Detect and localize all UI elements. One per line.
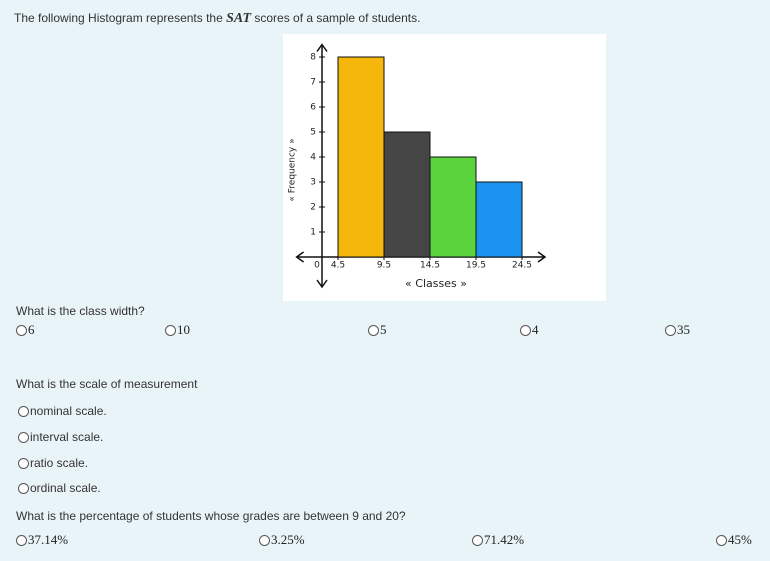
option-label: 10 bbox=[177, 322, 190, 337]
x-tick-label: 24.5 bbox=[512, 261, 532, 271]
option[interactable]: interval scale. bbox=[18, 430, 103, 444]
x-tick-label: 14.5 bbox=[420, 261, 440, 271]
y-tick-label: 7 bbox=[310, 78, 316, 88]
radio-button[interactable] bbox=[18, 457, 29, 469]
option-label: 71.42% bbox=[484, 532, 525, 547]
radio-button[interactable] bbox=[16, 534, 27, 546]
radio-button[interactable] bbox=[472, 534, 483, 546]
y-tick-label: 8 bbox=[310, 53, 316, 63]
x-tick-label: 4.5 bbox=[331, 261, 345, 271]
y-tick-label: 6 bbox=[310, 103, 316, 113]
radio-button[interactable] bbox=[18, 405, 29, 417]
radio-button[interactable] bbox=[665, 324, 676, 336]
bar bbox=[383, 131, 431, 258]
option[interactable]: ratio scale. bbox=[18, 456, 88, 470]
option[interactable]: 6 bbox=[16, 322, 35, 338]
intro-text: The following Histogram represents the bbox=[14, 11, 227, 25]
option-label: 37.14% bbox=[28, 532, 69, 547]
histogram: 0 1 2 3 4 5 6 7 8 4.5 9.5 14.5 19.5 24.5 « Classes » « … bbox=[283, 34, 606, 301]
y-tick-label: 1 bbox=[310, 228, 316, 238]
question-text: What is the percentage of students whose… bbox=[16, 509, 406, 523]
option[interactable]: 45% bbox=[716, 532, 752, 548]
y-tick-label: 4 bbox=[310, 153, 316, 163]
option-label: 5 bbox=[380, 322, 387, 337]
y-tick-label: 2 bbox=[310, 203, 316, 213]
radio-button[interactable] bbox=[368, 324, 379, 336]
intro: The following Histogram represents the S… bbox=[14, 11, 420, 27]
option-label: nominal scale. bbox=[30, 404, 107, 418]
radio-button[interactable] bbox=[165, 324, 176, 336]
radio-button[interactable] bbox=[259, 534, 270, 546]
bar bbox=[429, 156, 477, 258]
x-tick-label: 9.5 bbox=[377, 261, 391, 271]
radio-button[interactable] bbox=[716, 534, 727, 546]
option-label: 35 bbox=[677, 322, 690, 337]
option-label: interval scale. bbox=[30, 430, 104, 444]
question-text: What is the class width? bbox=[16, 304, 145, 318]
x-arrow bbox=[295, 251, 547, 263]
option-label: 6 bbox=[28, 322, 35, 337]
option[interactable]: 37.14% bbox=[16, 532, 68, 548]
option[interactable]: 35 bbox=[665, 322, 690, 338]
y-tick-label: 5 bbox=[310, 128, 316, 138]
radio-button[interactable] bbox=[520, 324, 531, 336]
option-label: ordinal scale. bbox=[30, 481, 101, 495]
option-label: 45% bbox=[728, 532, 752, 547]
option[interactable]: 3.25% bbox=[259, 532, 305, 548]
bar bbox=[475, 181, 523, 258]
radio-button[interactable] bbox=[16, 324, 27, 336]
radio-button[interactable] bbox=[18, 431, 29, 443]
option[interactable]: nominal scale. bbox=[18, 404, 107, 418]
option[interactable]: ordinal scale. bbox=[18, 481, 101, 495]
intro-math: SAT bbox=[226, 11, 252, 26]
x-tick-label: 19.5 bbox=[466, 261, 486, 271]
y-tick-label: 3 bbox=[310, 178, 316, 188]
bar bbox=[337, 56, 385, 258]
option[interactable]: 71.42% bbox=[472, 532, 524, 548]
intro-text: scores of a sample of students. bbox=[251, 11, 421, 25]
option[interactable]: 4 bbox=[520, 322, 539, 338]
option-label: 4 bbox=[532, 322, 539, 337]
question-text: What is the scale of measurement bbox=[16, 377, 198, 391]
y-tick-label: 0 bbox=[314, 261, 320, 271]
option[interactable]: 10 bbox=[165, 322, 190, 338]
radio-button[interactable] bbox=[18, 482, 29, 494]
option-label: ratio scale. bbox=[30, 456, 89, 470]
y-arrow bbox=[316, 43, 328, 289]
option[interactable]: 5 bbox=[368, 322, 387, 338]
option-label: 3.25% bbox=[271, 532, 305, 547]
x-axis-label: « Classes » bbox=[405, 277, 467, 290]
y-axis-label: « Frequency » bbox=[288, 138, 298, 201]
